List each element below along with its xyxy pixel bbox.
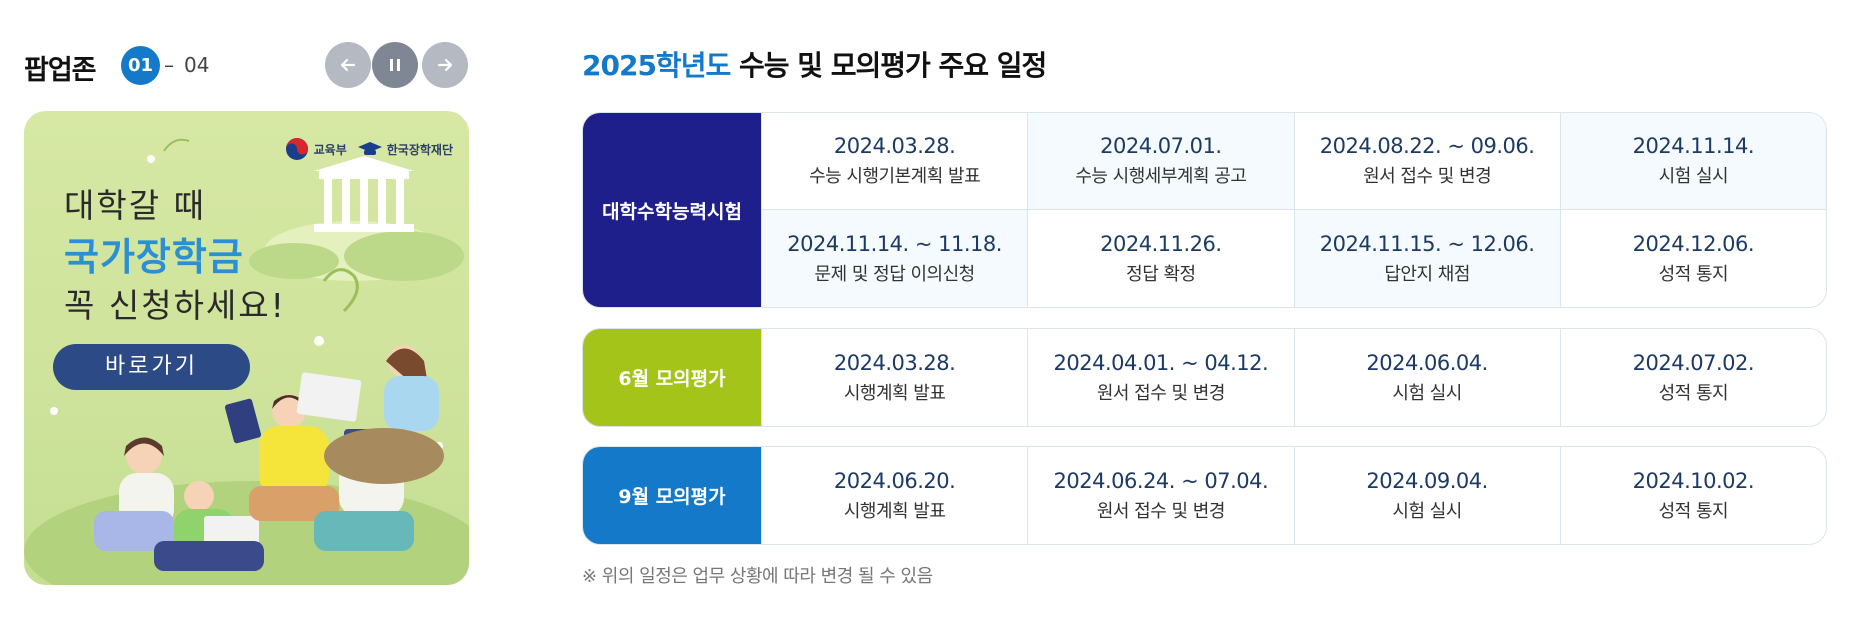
cell-date: 2024.06.20.	[833, 468, 956, 493]
schedule-title: 2025학년도 수능 및 모의평가 주요 일정	[582, 44, 1047, 84]
banner-headline-2: 국가장학금	[64, 235, 244, 279]
group-label: 대학수학능력시험	[583, 113, 761, 307]
kosaf-logo: 한국장학재단	[357, 140, 453, 158]
students-illustration	[24, 138, 469, 585]
moe-logo-text: 교육부	[313, 142, 347, 157]
cell-date: 2024.08.22. ~ 09.06.	[1319, 134, 1535, 158]
arrow-left-icon	[340, 58, 356, 72]
group-label: 6월 모의평가	[583, 329, 761, 426]
schedule-cell: 2024.06.20. 시행계획 발표	[761, 447, 1027, 544]
schedule-title-year: 2025학년도	[582, 49, 731, 82]
popup-next-button[interactable]	[422, 42, 468, 88]
schedule-cell: 2024.07.02. 성적 통지	[1559, 329, 1826, 426]
popup-prev-button[interactable]	[325, 42, 371, 88]
schedule-note: ※ 위의 일정은 업무 상황에 따라 변경 될 수 있음	[582, 566, 933, 587]
group-grid: 2024.03.28. 수능 시행기본계획 발표 2024.07.01. 수능 …	[761, 113, 1826, 307]
cell-date: 2024.06.04.	[1366, 350, 1488, 375]
schedule-cell: 2024.11.26. 정답 확정	[1027, 210, 1293, 307]
taegeuk-icon	[285, 138, 308, 160]
arrow-right-icon	[437, 58, 453, 72]
cell-desc: 성적 통지	[1658, 382, 1729, 404]
popup-pause-button[interactable]	[372, 42, 418, 88]
popup-index-separator: –	[164, 53, 174, 77]
schedule-group-june-mock: 6월 모의평가 2024.03.28. 시행계획 발표 2024.04.01. …	[582, 328, 1827, 427]
cell-desc: 성적 통지	[1658, 500, 1729, 522]
cell-desc: 시험 실시	[1658, 166, 1729, 187]
schedule-cell: 2024.11.14. ~ 11.18. 문제 및 정답 이의신청	[761, 210, 1028, 307]
schedule-cell: 2024.09.04. 시험 실시	[1293, 447, 1560, 544]
popup-banner[interactable]: 교육부 한국장학재단 대학갈 때 국가장학금 꼭 신청하세요! 바로가기	[24, 111, 469, 585]
cell-desc: 원서 접수 및 변경	[1363, 166, 1492, 187]
cell-desc: 시험 실시	[1392, 382, 1462, 404]
cell-desc: 성적 통지	[1658, 263, 1729, 285]
schedule-title-rest: 수능 및 모의평가 주요 일정	[730, 49, 1047, 82]
cell-date: 2024.03.28.	[833, 134, 956, 158]
popup-total-count: 04	[184, 53, 210, 77]
cell-date: 2024.04.01. ~ 04.12.	[1053, 350, 1269, 375]
cell-date: 2024.07.02.	[1632, 350, 1755, 375]
cell-desc: 시행계획 발표	[843, 382, 946, 404]
cell-desc: 답안지 채점	[1384, 263, 1470, 285]
university-building-icon	[314, 156, 414, 232]
cell-desc: 정답 확정	[1126, 263, 1196, 285]
cell-date: 2024.11.15. ~ 12.06.	[1319, 231, 1535, 256]
cell-date: 2024.07.01.	[1100, 134, 1222, 158]
popup-current-index: 01	[121, 46, 160, 85]
cell-date: 2024.03.28.	[833, 350, 956, 375]
kosaf-logo-text: 한국장학재단	[386, 142, 453, 157]
graduation-cap-icon	[357, 142, 382, 155]
group-grid: 2024.03.28. 시행계획 발표 2024.04.01. ~ 04.12.…	[761, 329, 1826, 426]
cell-date: 2024.11.14. ~ 11.18.	[787, 231, 1002, 256]
cell-desc: 원서 접수 및 변경	[1096, 500, 1226, 522]
schedule-cell: 2024.06.24. ~ 07.04. 원서 접수 및 변경	[1027, 447, 1293, 544]
schedule-cell: 2024.12.06. 성적 통지	[1559, 210, 1826, 307]
schedule-group-csat: 대학수학능력시험 2024.03.28. 수능 시행기본계획 발표 2024.0…	[582, 112, 1827, 308]
cell-date: 2024.11.26.	[1100, 231, 1222, 256]
cell-desc: 문제 및 정답 이의신청	[814, 263, 976, 285]
cell-date: 2024.12.06.	[1632, 231, 1755, 256]
moe-logo: 교육부	[285, 137, 347, 161]
popup-zone-header: 팝업존 01 – 04	[24, 40, 469, 90]
schedule-group-september-mock: 9월 모의평가 2024.06.20. 시행계획 발표 2024.06.24. …	[582, 446, 1827, 545]
pause-icon	[390, 59, 400, 71]
banner-headline-1: 대학갈 때	[64, 186, 206, 225]
group-label: 9월 모의평가	[583, 447, 761, 544]
cell-date: 2024.10.02.	[1632, 468, 1755, 493]
cell-date: 2024.06.24. ~ 07.04.	[1053, 468, 1269, 493]
schedule-cell: 2024.06.04. 시험 실시	[1293, 329, 1560, 426]
schedule-cell: 2024.11.15. ~ 12.06. 답안지 채점	[1293, 210, 1560, 307]
cell-date: 2024.11.14.	[1632, 134, 1755, 158]
cell-desc: 시험 실시	[1392, 500, 1462, 522]
group-grid: 2024.06.20. 시행계획 발표 2024.06.24. ~ 07.04.…	[761, 447, 1826, 544]
schedule-cell: 2024.03.28. 시행계획 발표	[761, 329, 1027, 426]
schedule-cell: 2024.11.14. 시험 실시	[1559, 113, 1826, 210]
schedule-cell: 2024.07.01. 수능 시행세부계획 공고	[1027, 113, 1294, 210]
cell-date: 2024.09.04.	[1366, 468, 1488, 493]
banner-headline-3: 꼭 신청하세요!	[64, 286, 286, 325]
banner-go-button[interactable]: 바로가기	[53, 344, 250, 390]
schedule-cell: 2024.03.28. 수능 시행기본계획 발표	[761, 113, 1028, 210]
banner-logos: 교육부 한국장학재단	[285, 137, 453, 161]
cell-desc: 수능 시행세부계획 공고	[1075, 166, 1247, 187]
cell-desc: 원서 접수 및 변경	[1096, 382, 1226, 404]
cell-desc: 시행계획 발표	[843, 500, 946, 522]
schedule-cell: 2024.08.22. ~ 09.06. 원서 접수 및 변경	[1293, 113, 1560, 210]
schedule-cell: 2024.10.02. 성적 통지	[1559, 447, 1826, 544]
popup-zone-title: 팝업존	[24, 55, 97, 86]
schedule-cell: 2024.04.01. ~ 04.12. 원서 접수 및 변경	[1027, 329, 1293, 426]
cell-desc: 수능 시행기본계획 발표	[809, 166, 981, 187]
